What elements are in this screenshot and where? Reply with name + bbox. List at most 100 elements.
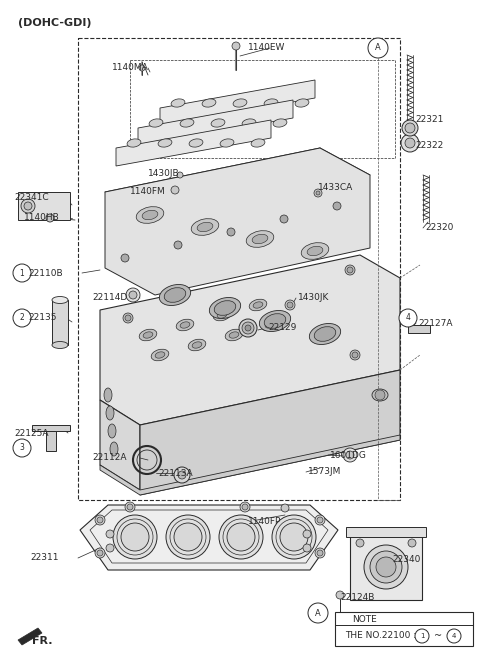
Text: 22129: 22129: [268, 324, 296, 332]
Circle shape: [281, 504, 289, 512]
Bar: [350, 535, 422, 600]
Ellipse shape: [155, 352, 165, 358]
Ellipse shape: [136, 207, 164, 223]
Ellipse shape: [104, 388, 112, 402]
Ellipse shape: [264, 99, 278, 107]
Circle shape: [356, 539, 364, 547]
Ellipse shape: [209, 297, 240, 318]
Circle shape: [402, 120, 418, 136]
Polygon shape: [100, 255, 400, 425]
Ellipse shape: [217, 312, 227, 318]
Ellipse shape: [253, 302, 263, 308]
Circle shape: [368, 38, 388, 58]
Text: 22322: 22322: [415, 141, 443, 149]
Text: 1140HB: 1140HB: [24, 213, 60, 222]
Ellipse shape: [295, 99, 309, 107]
Text: 1430JK: 1430JK: [298, 293, 329, 303]
Polygon shape: [100, 400, 140, 490]
Text: 1433CA: 1433CA: [318, 184, 353, 193]
Bar: [18, 192, 70, 220]
Circle shape: [303, 530, 311, 538]
Circle shape: [227, 228, 235, 236]
Text: 22114D: 22114D: [92, 293, 127, 303]
Circle shape: [447, 629, 461, 643]
Ellipse shape: [211, 119, 225, 127]
Circle shape: [121, 523, 149, 551]
Ellipse shape: [158, 139, 172, 147]
Circle shape: [126, 288, 140, 302]
Text: 22113A: 22113A: [158, 468, 192, 478]
Ellipse shape: [192, 342, 202, 348]
Text: FR.: FR.: [32, 636, 52, 646]
Text: 22341C: 22341C: [14, 193, 48, 203]
Ellipse shape: [189, 139, 203, 147]
Text: 4: 4: [406, 313, 410, 322]
Circle shape: [13, 439, 31, 457]
Bar: [346, 527, 426, 537]
Ellipse shape: [220, 139, 234, 147]
Text: 22125A: 22125A: [14, 428, 48, 438]
Circle shape: [123, 313, 133, 323]
Text: 1573JM: 1573JM: [308, 467, 341, 476]
Bar: [408, 325, 430, 333]
Circle shape: [345, 265, 355, 275]
Ellipse shape: [142, 211, 158, 220]
Circle shape: [401, 134, 419, 152]
Circle shape: [315, 515, 325, 525]
Circle shape: [317, 550, 323, 556]
Ellipse shape: [171, 99, 185, 107]
Text: 4: 4: [452, 633, 456, 639]
Circle shape: [405, 138, 415, 148]
Circle shape: [171, 186, 179, 194]
Circle shape: [408, 539, 416, 547]
Circle shape: [245, 325, 251, 331]
Ellipse shape: [265, 322, 275, 328]
Ellipse shape: [180, 119, 194, 127]
Text: 22321: 22321: [415, 116, 444, 124]
Circle shape: [239, 319, 257, 337]
Text: 22124B: 22124B: [340, 592, 374, 601]
Ellipse shape: [249, 299, 267, 311]
Circle shape: [314, 189, 322, 197]
Ellipse shape: [372, 389, 388, 401]
Text: 1: 1: [420, 633, 424, 639]
Ellipse shape: [309, 324, 341, 345]
Text: A: A: [315, 609, 321, 617]
Circle shape: [13, 309, 31, 327]
Polygon shape: [18, 628, 42, 645]
Circle shape: [13, 264, 31, 282]
Circle shape: [316, 191, 320, 195]
Ellipse shape: [127, 139, 141, 147]
Ellipse shape: [52, 297, 68, 303]
Circle shape: [240, 502, 250, 512]
Circle shape: [343, 448, 357, 462]
Ellipse shape: [197, 222, 213, 232]
Text: ~: ~: [434, 631, 442, 641]
Circle shape: [370, 551, 402, 583]
Circle shape: [21, 199, 35, 213]
Circle shape: [350, 350, 360, 360]
Text: 1601DG: 1601DG: [330, 451, 367, 459]
Text: 3: 3: [20, 443, 24, 453]
Circle shape: [272, 515, 316, 559]
Text: 22135: 22135: [28, 313, 57, 322]
Ellipse shape: [251, 139, 265, 147]
Text: 1140FP: 1140FP: [248, 517, 281, 526]
Circle shape: [405, 123, 415, 133]
Text: 22340: 22340: [392, 555, 420, 565]
Ellipse shape: [143, 332, 153, 338]
Text: 22320: 22320: [425, 224, 454, 232]
Ellipse shape: [307, 246, 323, 256]
Circle shape: [336, 591, 344, 599]
Circle shape: [415, 629, 429, 643]
Bar: [52, 300, 68, 345]
Circle shape: [227, 523, 255, 551]
Circle shape: [317, 517, 323, 523]
Circle shape: [287, 302, 293, 308]
Bar: [46, 431, 56, 451]
Ellipse shape: [273, 119, 287, 127]
Text: 2: 2: [20, 313, 24, 322]
Polygon shape: [105, 148, 370, 295]
Ellipse shape: [252, 234, 268, 243]
Circle shape: [95, 515, 105, 525]
